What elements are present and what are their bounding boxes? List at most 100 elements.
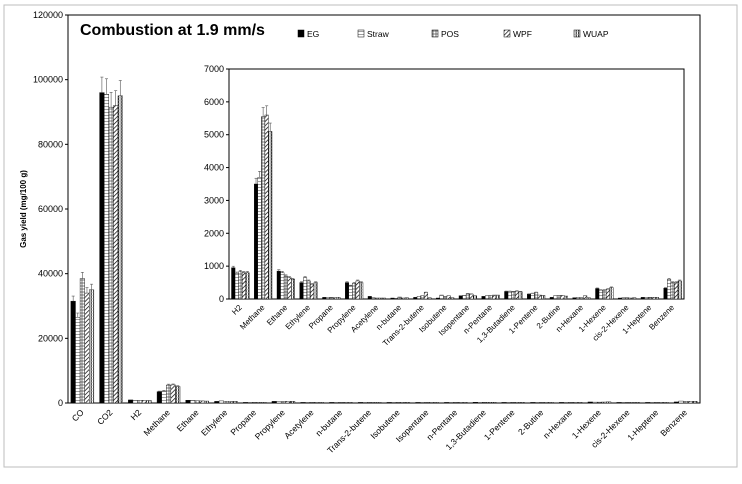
inset-bar-wuap-methane — [268, 131, 273, 300]
inset-bar-eg-1-hexene — [595, 288, 600, 300]
main-y-tick-label: 80000 — [38, 139, 63, 149]
inset-bar-pos-1-heptene — [647, 297, 652, 300]
inset-bar-eg-acetylene — [367, 296, 372, 300]
main-bar-eg-n-butane — [329, 402, 335, 404]
inset-bar-straw-cis-2-hexene — [621, 297, 626, 300]
main-bar-wpf-1-hexene — [601, 401, 607, 404]
main-bar-wuap-co — [89, 289, 95, 404]
main-bar-wpf-ethylene — [228, 401, 234, 404]
inset-bar-wpf-isopentane — [469, 293, 474, 300]
inset-y-tick-label: 7000 — [204, 64, 224, 74]
inset-y-tick-label: 3000 — [204, 195, 224, 205]
main-bar-wuap-co2 — [117, 95, 123, 404]
legend-swatch-eg — [297, 29, 305, 38]
inset-bar-wuap-cis-2-hexene — [632, 297, 637, 300]
main-bar-straw-isopentane — [419, 402, 425, 404]
inset-bar-wuap-n-pentane — [495, 294, 500, 300]
main-bar-pos-propylene — [280, 401, 286, 404]
main-bar-wpf-ethane — [199, 400, 205, 404]
legend-swatch-pos — [431, 29, 439, 38]
main-bar-pos-2-butine — [539, 402, 545, 404]
main-bar-wpf-2-butine — [544, 402, 550, 404]
inset-bar-wuap-propane — [336, 297, 341, 300]
legend-label-wuap: WUAP — [583, 29, 609, 39]
main-bar-straw-cis-2-hexene — [621, 402, 627, 404]
inset-bar-wpf-h2 — [241, 272, 246, 300]
main-bar-eg-1-heptene — [645, 402, 651, 404]
inset-bar-pos-2-butine — [556, 295, 561, 300]
inset-bar-wpf-n-butane — [401, 297, 406, 300]
main-bar-straw-n-pentane — [448, 402, 454, 404]
inset-y-tick-label: 4000 — [204, 163, 224, 173]
inset-bar-straw-trans-2-butene — [416, 296, 421, 300]
main-bar-wuap-ethane — [203, 400, 209, 404]
inset-bar-eg-cis-2-hexene — [618, 297, 623, 300]
inset-bar-pos-isopentane — [465, 293, 470, 300]
main-bar-pos-cis-2-hexene — [625, 402, 631, 404]
main-bar-wpf-acetylene — [314, 402, 320, 404]
inset-bar-wpf-2-butine — [560, 295, 565, 300]
inset-bar-wpf-1-heptene — [651, 297, 656, 300]
inset-bar-straw-h2 — [234, 273, 239, 300]
main-bar-eg-n-hexane — [559, 402, 565, 404]
main-bar-pos-1-heptene — [654, 402, 660, 404]
inset-bar-eg-ethylene — [299, 282, 304, 300]
inset-y-tick-label: 6000 — [204, 97, 224, 107]
main-bar-eg-1-3-butadiene — [472, 402, 478, 404]
y-axis-label: Gas yield (mg/100 g) — [19, 170, 28, 248]
main-x-label-ethane: Ethane — [175, 407, 201, 433]
inset-bar-pos-acetylene — [374, 297, 379, 300]
main-bar-wpf-1-3-butadiene — [486, 402, 492, 404]
inset-bar-wuap-ethylene — [313, 282, 318, 300]
main-bar-wpf-methane — [170, 384, 176, 404]
main-bar-pos-1-hexene — [596, 401, 602, 404]
main-bar-wuap-h2 — [146, 400, 152, 404]
inset-bar-pos-isobutene — [443, 296, 448, 300]
main-bar-pos-isobutene — [395, 402, 401, 404]
main-bar-eg-propane — [243, 402, 249, 404]
legend-label-wpf: WPF — [513, 29, 532, 39]
main-x-label-1-heptene: 1-Heptene — [625, 407, 660, 442]
main-x-label-ethylene: Ethylene — [199, 407, 230, 438]
main-bar-eg-trans-2-butene — [357, 402, 363, 404]
main-bar-wuap-1-pentene — [519, 402, 525, 404]
legend: EG Straw POS WPF WUAP — [297, 29, 609, 39]
inset-bar-straw-acetylene — [371, 297, 376, 300]
main-bar-wpf-h2 — [141, 400, 147, 404]
inset-bar-eg-1-3-butadiene — [504, 291, 509, 300]
main-bar-wpf-n-pentane — [457, 402, 463, 404]
main-bar-wuap-benzene — [692, 401, 698, 404]
main-bar-wuap-methane — [175, 386, 181, 404]
main-bar-wpf-co2 — [113, 105, 119, 404]
inset-bar-eg-n-hexane — [572, 297, 577, 300]
main-bar-wuap-isobutene — [405, 402, 411, 404]
inset-bar-pos-propane — [329, 297, 334, 300]
inset-bar-eg-1-pentene — [527, 293, 532, 300]
inset-y-tick-label: 1000 — [204, 261, 224, 271]
inset-bar-straw-1-heptene — [644, 297, 649, 300]
main-bar-eg-n-pentane — [444, 402, 450, 404]
inset-x-label-benzene: Benzene — [647, 303, 676, 332]
main-y-tick-label: 60000 — [38, 204, 63, 214]
main-bar-wuap-1-heptene — [663, 402, 669, 404]
main-bar-straw-1-hexene — [592, 401, 598, 404]
inset-bar-wuap-propylene — [359, 282, 364, 300]
inset-bar-pos-benzene — [670, 282, 675, 300]
inset-bar-straw-ethane — [280, 272, 285, 300]
main-bar-wpf-n-hexane — [572, 402, 578, 404]
main-x-label-methane: Methane — [141, 407, 172, 438]
inset-y-tick-label: 5000 — [204, 130, 224, 140]
inset-bar-straw-propane — [325, 297, 330, 300]
main-x-label-h2: H2 — [128, 407, 143, 422]
main-bar-straw-2-butine — [534, 402, 540, 404]
inset-bar-straw-1-pentene — [530, 293, 535, 300]
main-bar-wpf-propane — [256, 402, 262, 404]
inset-bar-eg-isobutene — [436, 297, 441, 300]
main-bar-wuap-n-butane — [347, 402, 353, 404]
main-y-tick-label: 120000 — [33, 10, 63, 20]
chart-title: Combustion at 1.9 mm/s — [80, 22, 265, 39]
main-bar-pos-1-3-butadiene — [482, 402, 488, 404]
main-bar-straw-ethylene — [218, 400, 224, 404]
main-bar-pos-methane — [166, 384, 172, 404]
